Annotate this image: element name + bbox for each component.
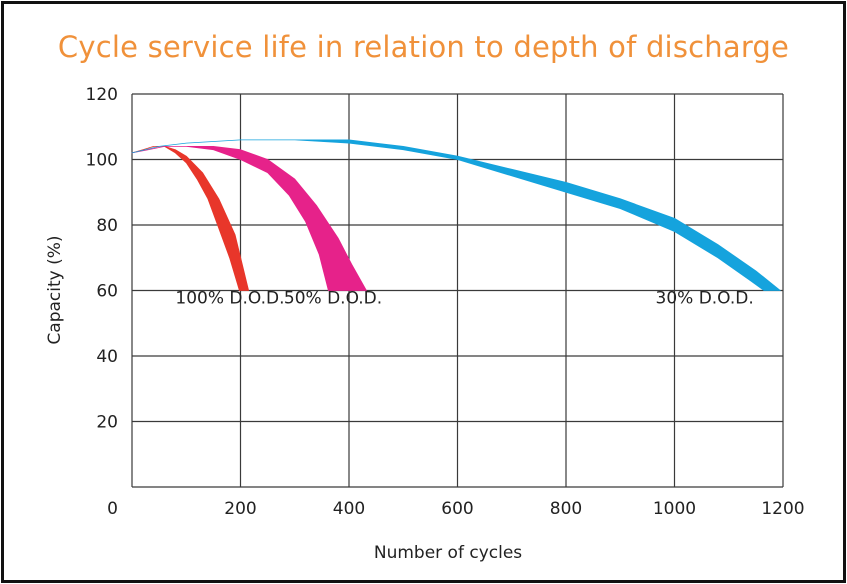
y-tick-label-60: 60 bbox=[96, 282, 118, 302]
x-tick-label-600: 600 bbox=[441, 499, 473, 519]
series-label-2: 50% D.O.D. bbox=[284, 289, 382, 309]
x-tick-label-200: 200 bbox=[224, 499, 256, 519]
series-label-1: 100% D.O.D. bbox=[175, 289, 284, 309]
x-tick-label-400: 400 bbox=[333, 499, 365, 519]
series-band-1 bbox=[131, 146, 249, 291]
series-band-2 bbox=[131, 146, 367, 291]
series-layer bbox=[131, 139, 781, 291]
y-tick-label-120: 120 bbox=[86, 85, 118, 105]
x-tick-label-1200: 1200 bbox=[761, 499, 804, 519]
series-labels: 100% D.O.D. 50% D.O.D. 30% D.O.D. bbox=[175, 289, 753, 309]
y-tick-label-20: 20 bbox=[96, 413, 118, 433]
chart-title: Cycle service life in relation to depth … bbox=[57, 30, 790, 64]
series-band-3 bbox=[131, 139, 781, 291]
y-tick-label-100: 100 bbox=[86, 151, 118, 171]
series-label-3: 30% D.O.D. bbox=[656, 289, 754, 309]
x-axis-label: Number of cycles bbox=[374, 543, 522, 563]
x-tick-label-800: 800 bbox=[550, 499, 582, 519]
x-tick-label-1000: 1000 bbox=[653, 499, 696, 519]
x-tick-label-0: 0 bbox=[107, 499, 118, 519]
y-tick-label-80: 80 bbox=[96, 216, 118, 236]
y-axis-label: Capacity (%) bbox=[45, 235, 65, 344]
y-tick-label-40: 40 bbox=[96, 347, 118, 367]
